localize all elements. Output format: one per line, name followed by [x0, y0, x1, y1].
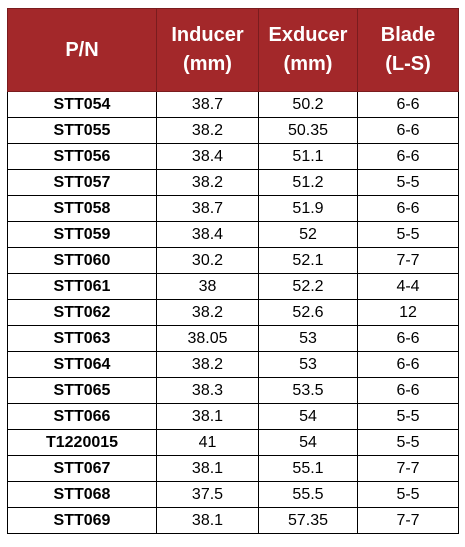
- part-number: STT058: [7, 195, 157, 222]
- table-cell: 53.5: [258, 377, 358, 404]
- table-row: STT058 38.7 51.9 6-6: [7, 195, 459, 222]
- table-cell: 53: [258, 351, 358, 378]
- part-number: STT065: [7, 377, 157, 404]
- table-cell: 38.05: [156, 325, 259, 352]
- table-row: STT060 30.2 52.1 7-7: [7, 247, 459, 274]
- table-cell: 55.5: [258, 481, 358, 508]
- table-cell: 7-7: [357, 455, 459, 482]
- table-cell: 38.2: [156, 117, 259, 144]
- table-cell: 38.4: [156, 143, 259, 170]
- table-cell: 38.1: [156, 455, 259, 482]
- table-cell: 57.35: [258, 507, 358, 534]
- table-cell: 38.2: [156, 299, 259, 326]
- part-number: STT067: [7, 455, 157, 482]
- table-row: T1220015 41 54 5-5: [7, 429, 459, 456]
- table-cell: 6-6: [357, 117, 459, 144]
- table-cell: 30.2: [156, 247, 259, 274]
- table-cell: 5-5: [357, 169, 459, 196]
- table-cell: 6-6: [357, 143, 459, 170]
- part-number: STT060: [7, 247, 157, 274]
- table-cell: 5-5: [357, 403, 459, 430]
- header-cell: Exducer (mm): [258, 8, 358, 92]
- table-cell: 53: [258, 325, 358, 352]
- table-cell: 38.2: [156, 351, 259, 378]
- table-cell: 37.5: [156, 481, 259, 508]
- table-row: STT065 38.3 53.5 6-6: [7, 377, 459, 404]
- table-row: STT066 38.1 54 5-5: [7, 403, 459, 430]
- table-cell: 54: [258, 429, 358, 456]
- table-cell: 38.1: [156, 403, 259, 430]
- table-cell: 51.1: [258, 143, 358, 170]
- table-cell: 52.6: [258, 299, 358, 326]
- table-cell: 6-6: [357, 377, 459, 404]
- part-number: STT069: [7, 507, 157, 534]
- table-row: STT064 38.2 53 6-6: [7, 351, 459, 378]
- part-number: STT063: [7, 325, 157, 352]
- part-number: STT054: [7, 91, 157, 118]
- table-cell: 5-5: [357, 221, 459, 248]
- part-number: STT061: [7, 273, 157, 300]
- part-number: STT062: [7, 299, 157, 326]
- table-cell: 41: [156, 429, 259, 456]
- table-cell: 38.2: [156, 169, 259, 196]
- table-cell: 7-7: [357, 507, 459, 534]
- table-cell: 7-7: [357, 247, 459, 274]
- table-cell: 38.7: [156, 91, 259, 118]
- table-cell: 6-6: [357, 325, 459, 352]
- part-number: T1220015: [7, 429, 157, 456]
- part-number: STT055: [7, 117, 157, 144]
- table-cell: 5-5: [357, 429, 459, 456]
- table-cell: 55.1: [258, 455, 358, 482]
- table-cell: 38: [156, 273, 259, 300]
- table-row: STT054 38.7 50.2 6-6: [7, 91, 459, 118]
- table-row: STT068 37.5 55.5 5-5: [7, 481, 459, 508]
- table-cell: 52.2: [258, 273, 358, 300]
- header-cell: P/N: [7, 8, 157, 92]
- table-body: STT054 38.7 50.2 6-6 STT055 38.2 50.35 6-6 STT05…: [7, 91, 459, 534]
- table-row: STT055 38.2 50.35 6-6: [7, 117, 459, 144]
- table-cell: 4-4: [357, 273, 459, 300]
- part-number: STT056: [7, 143, 157, 170]
- part-number: STT057: [7, 169, 157, 196]
- table-cell: 12: [357, 299, 459, 326]
- table-cell: 51.9: [258, 195, 358, 222]
- header-row: P/N Inducer (mm) Exducer (mm) Blade (L-S): [7, 8, 459, 92]
- table-cell: 54: [258, 403, 358, 430]
- table-cell: 6-6: [357, 195, 459, 222]
- table-cell: 38.3: [156, 377, 259, 404]
- table-cell: 6-6: [357, 91, 459, 118]
- table-cell: 38.1: [156, 507, 259, 534]
- table-row: STT059 38.4 52 5-5: [7, 221, 459, 248]
- table-cell: 5-5: [357, 481, 459, 508]
- spec-table: P/N Inducer (mm) Exducer (mm) Blade (L-S) S…: [7, 8, 459, 534]
- part-number: STT066: [7, 403, 157, 430]
- part-number: STT064: [7, 351, 157, 378]
- table-cell: 50.35: [258, 117, 358, 144]
- header-cell: Blade (L-S): [357, 8, 459, 92]
- table-row: STT062 38.2 52.6 12: [7, 299, 459, 326]
- part-number: STT068: [7, 481, 157, 508]
- table-cell: 38.4: [156, 221, 259, 248]
- table-row: STT063 38.05 53 6-6: [7, 325, 459, 352]
- table-cell: 38.7: [156, 195, 259, 222]
- table-row: STT056 38.4 51.1 6-6: [7, 143, 459, 170]
- table-cell: 50.2: [258, 91, 358, 118]
- table-cell: 52: [258, 221, 358, 248]
- table-row: STT057 38.2 51.2 5-5: [7, 169, 459, 196]
- table-row: STT069 38.1 57.35 7-7: [7, 507, 459, 534]
- table-cell: 51.2: [258, 169, 358, 196]
- header-cell: Inducer (mm): [156, 8, 259, 92]
- table-cell: 6-6: [357, 351, 459, 378]
- table-row: STT067 38.1 55.1 7-7: [7, 455, 459, 482]
- part-number: STT059: [7, 221, 157, 248]
- table-row: STT061 38 52.2 4-4: [7, 273, 459, 300]
- table-cell: 52.1: [258, 247, 358, 274]
